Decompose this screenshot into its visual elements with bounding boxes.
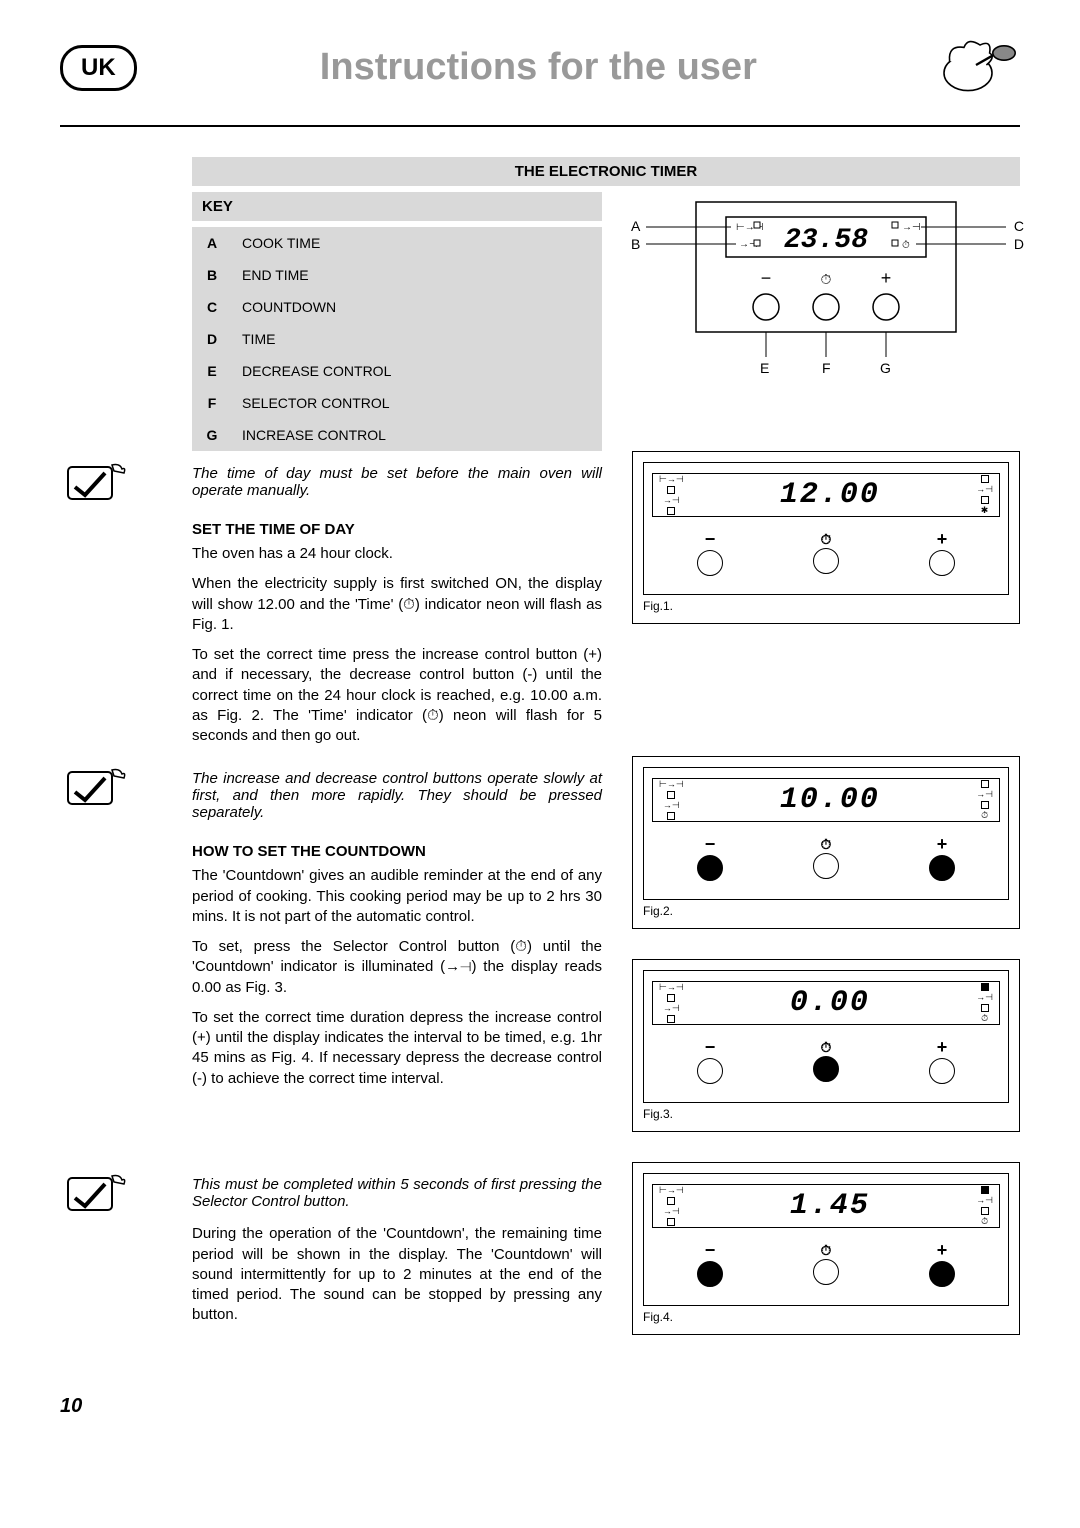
countdown-p3: To set the correct time duration depress… xyxy=(192,1008,602,1089)
lbl-d: D xyxy=(1014,236,1024,252)
key-c: C xyxy=(192,291,232,323)
figure-2: ⊢→⊣ →⊣ 10.00 →⊣ ⏱ − ⏱ + Fig.2. xyxy=(632,756,1020,929)
display-value: 1.45 xyxy=(684,1189,976,1223)
lbl-f: F xyxy=(822,360,831,376)
countdown-p1: The 'Countdown' gives an audible reminde… xyxy=(192,866,602,927)
note-5sec: This must be completed within 5 seconds … xyxy=(192,1176,602,1210)
chef-icon xyxy=(940,30,1020,105)
display-value: 10.00 xyxy=(684,783,976,817)
figure-label: Fig.4. xyxy=(643,1310,1009,1324)
page-number: 10 xyxy=(60,1395,1020,1418)
control-button xyxy=(813,548,839,574)
set-time-heading: SET THE TIME OF DAY xyxy=(192,521,602,538)
control-button xyxy=(697,1261,723,1287)
control-button xyxy=(929,550,955,576)
control-button xyxy=(929,1261,955,1287)
countdown-p2: To set, press the Selector Control butto… xyxy=(192,937,602,998)
key-a: A xyxy=(192,227,232,259)
control-button xyxy=(697,1058,723,1084)
lbl-b: B xyxy=(631,236,640,252)
lbl-e: E xyxy=(760,360,769,376)
control-button xyxy=(929,1058,955,1084)
svg-text:23.58: 23.58 xyxy=(784,225,868,256)
page-header: UK Instructions for the user xyxy=(60,30,1020,105)
figure-label: Fig.1. xyxy=(643,599,1009,613)
control-button xyxy=(929,855,955,881)
countdown-heading: HOW TO SET THE COUNTDOWN xyxy=(192,843,602,860)
lbl-c: C xyxy=(1014,218,1024,234)
display-value: 12.00 xyxy=(684,478,976,512)
svg-text:⏱: ⏱ xyxy=(821,271,832,287)
figure-4: ⊢→⊣ →⊣ 1.45 →⊣ ⏱ − ⏱ + Fig.4. xyxy=(632,1162,1020,1335)
header-rule xyxy=(60,125,1020,127)
figure-1: ⊢→⊣ →⊣ 12.00 →⊣ ✱ − ⏱ + Fig.1. xyxy=(632,451,1020,624)
set-time-p3: To set the correct time press the increa… xyxy=(192,645,602,746)
svg-text:→⊣: →⊣ xyxy=(902,222,921,233)
key-e: E xyxy=(192,355,232,387)
note-controls: The increase and decrease control button… xyxy=(192,770,602,821)
control-button xyxy=(813,1259,839,1285)
key-table: ACOOK TIME BEND TIME CCOUNTDOWN DTIME ED… xyxy=(192,227,602,451)
key-b: B xyxy=(192,259,232,291)
control-button xyxy=(697,855,723,881)
main-timer-diagram: 23.58 ⊢→⊣ →⊣ →⊣ ⏱ − ⏱ + xyxy=(646,192,1006,382)
svg-text:⏱: ⏱ xyxy=(902,240,910,251)
display-value: 0.00 xyxy=(684,986,976,1020)
note-icon xyxy=(60,762,130,812)
page-title: Instructions for the user xyxy=(137,46,940,89)
control-button xyxy=(813,1056,839,1082)
note-icon xyxy=(60,457,130,507)
figure-label: Fig.2. xyxy=(643,904,1009,918)
set-time-p1: The oven has a 24 hour clock. xyxy=(192,544,602,564)
note-icon xyxy=(60,1168,130,1218)
figure-3: ⊢→⊣ →⊣ 0.00 →⊣ ⏱ − ⏱ + Fig.3. xyxy=(632,959,1020,1132)
countdown-operation: During the operation of the 'Countdown',… xyxy=(192,1224,602,1325)
country-badge: UK xyxy=(60,45,137,91)
figure-label: Fig.3. xyxy=(643,1107,1009,1121)
key-g: G xyxy=(192,419,232,451)
note-time-required: The time of day must be set before the m… xyxy=(192,465,602,499)
set-time-p2: When the electricity supply is first swi… xyxy=(192,574,602,635)
control-button xyxy=(697,550,723,576)
key-f: F xyxy=(192,387,232,419)
control-button xyxy=(813,853,839,879)
svg-text:−: − xyxy=(761,268,772,288)
lbl-g: G xyxy=(880,360,891,376)
section-title: THE ELECTRONIC TIMER xyxy=(192,157,1020,186)
key-heading: KEY xyxy=(192,192,602,221)
svg-text:+: + xyxy=(881,268,892,288)
lbl-a: A xyxy=(631,218,640,234)
key-d: D xyxy=(192,323,232,355)
